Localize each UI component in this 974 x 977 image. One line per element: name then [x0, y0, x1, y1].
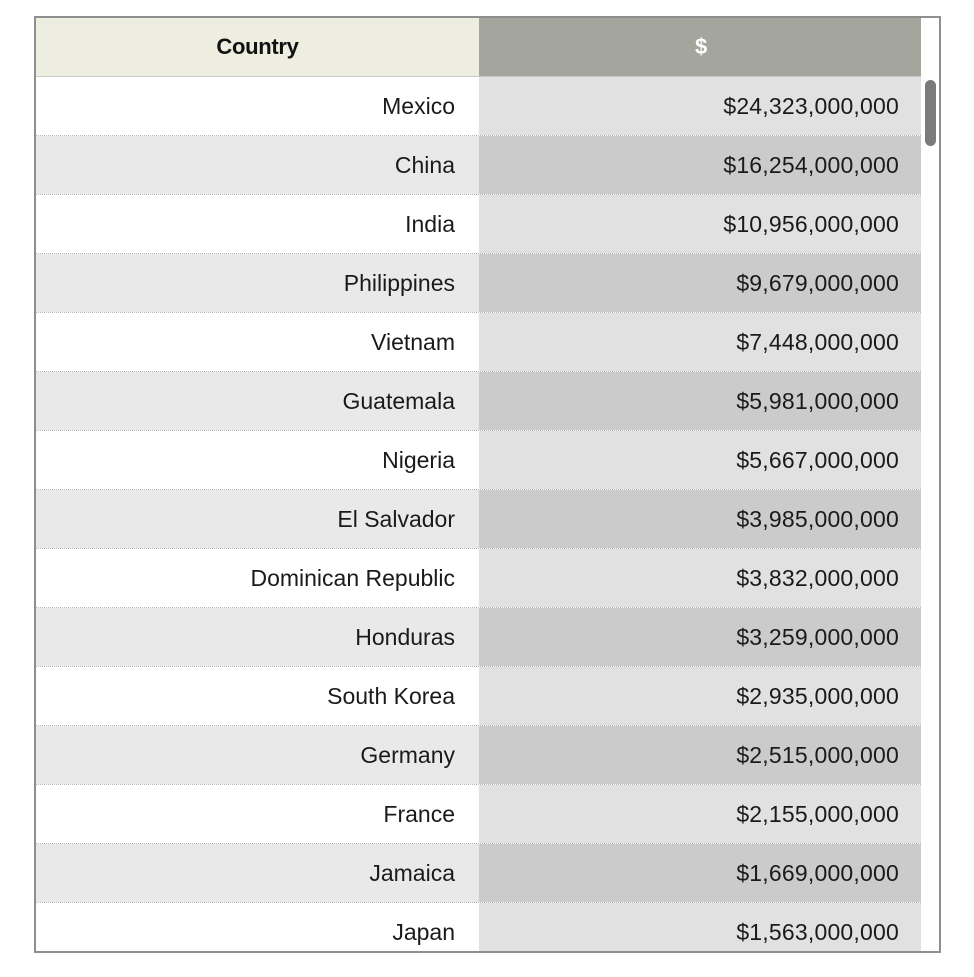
country-cell: South Korea: [36, 667, 479, 725]
country-cell: Japan: [36, 903, 479, 951]
table-row: Dominican Republic $3,832,000,000: [36, 549, 923, 608]
table-row: Guatemala $5,981,000,000: [36, 372, 923, 431]
column-header-amount[interactable]: $: [479, 18, 923, 76]
amount-cell: $3,259,000,000: [479, 608, 923, 666]
table-row: El Salvador $3,985,000,000: [36, 490, 923, 549]
scrollbar-thumb[interactable]: [925, 80, 936, 146]
table-row: Germany $2,515,000,000: [36, 726, 923, 785]
vertical-scrollbar[interactable]: [921, 18, 939, 951]
amount-cell: $2,935,000,000: [479, 667, 923, 725]
table-row: Philippines $9,679,000,000: [36, 254, 923, 313]
table-header-row: Country $: [36, 18, 923, 77]
table-frame: Country $ Mexico $24,323,000,000 China $16,…: [34, 16, 941, 953]
table-body: Mexico $24,323,000,000 China $16,254,000,00…: [36, 77, 923, 951]
country-cell: India: [36, 195, 479, 253]
amount-cell: $7,448,000,000: [479, 313, 923, 371]
country-cell: France: [36, 785, 479, 843]
table-row: Mexico $24,323,000,000: [36, 77, 923, 136]
table-row: India $10,956,000,000: [36, 195, 923, 254]
table-row: Jamaica $1,669,000,000: [36, 844, 923, 903]
country-cell: China: [36, 136, 479, 194]
table-row: Japan $1,563,000,000: [36, 903, 923, 951]
table-row: Vietnam $7,448,000,000: [36, 313, 923, 372]
country-cell: Honduras: [36, 608, 479, 666]
country-cell: Philippines: [36, 254, 479, 312]
table-row: South Korea $2,935,000,000: [36, 667, 923, 726]
country-cell: Mexico: [36, 77, 479, 135]
amount-cell: $1,563,000,000: [479, 903, 923, 951]
country-cell: El Salvador: [36, 490, 479, 548]
amount-cell: $24,323,000,000: [479, 77, 923, 135]
table-row: France $2,155,000,000: [36, 785, 923, 844]
amount-cell: $2,155,000,000: [479, 785, 923, 843]
amount-cell: $16,254,000,000: [479, 136, 923, 194]
column-header-country[interactable]: Country: [36, 18, 479, 76]
amount-cell: $5,981,000,000: [479, 372, 923, 430]
amount-cell: $10,956,000,000: [479, 195, 923, 253]
table-row: Nigeria $5,667,000,000: [36, 431, 923, 490]
country-cell: Jamaica: [36, 844, 479, 902]
table-row: China $16,254,000,000: [36, 136, 923, 195]
country-cell: Nigeria: [36, 431, 479, 489]
table-row: Honduras $3,259,000,000: [36, 608, 923, 667]
amount-cell: $3,985,000,000: [479, 490, 923, 548]
amount-cell: $3,832,000,000: [479, 549, 923, 607]
country-cell: Guatemala: [36, 372, 479, 430]
amount-cell: $5,667,000,000: [479, 431, 923, 489]
amount-cell: $2,515,000,000: [479, 726, 923, 784]
country-cell: Dominican Republic: [36, 549, 479, 607]
amount-cell: $9,679,000,000: [479, 254, 923, 312]
country-cell: Germany: [36, 726, 479, 784]
country-cell: Vietnam: [36, 313, 479, 371]
amount-cell: $1,669,000,000: [479, 844, 923, 902]
data-table: Country $ Mexico $24,323,000,000 China $16,…: [36, 18, 923, 951]
